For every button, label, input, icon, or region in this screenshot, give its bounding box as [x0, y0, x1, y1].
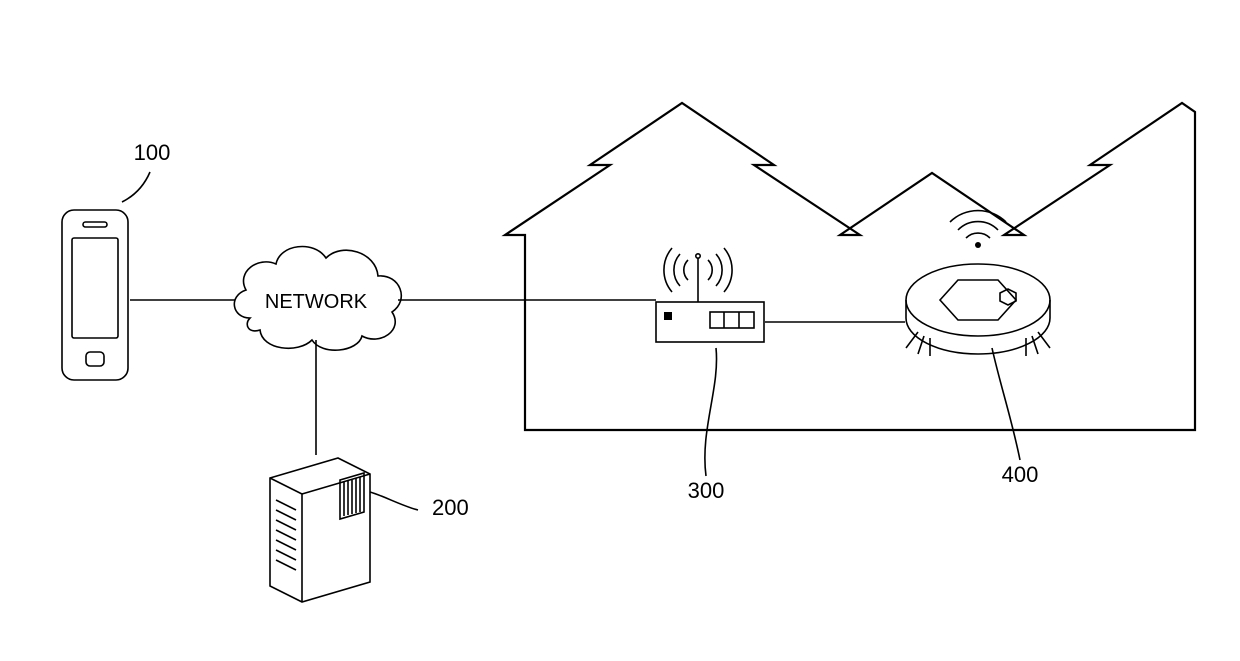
label-robot: 400	[1002, 462, 1039, 487]
label-router: 300	[688, 478, 725, 503]
server	[270, 458, 370, 602]
label-server: 200	[432, 495, 469, 520]
smartphone	[62, 210, 128, 380]
router	[656, 248, 764, 342]
leader-phone: 100	[122, 140, 170, 202]
label-phone: 100	[134, 140, 171, 165]
leader-router: 300	[688, 348, 725, 503]
leader-robot: 400	[992, 348, 1038, 487]
house-outline	[505, 103, 1195, 430]
network-label: NETWORK	[265, 291, 368, 313]
network-cloud: NETWORK	[234, 247, 401, 351]
robot-vacuum	[906, 211, 1050, 356]
leader-server: 200	[370, 492, 469, 520]
